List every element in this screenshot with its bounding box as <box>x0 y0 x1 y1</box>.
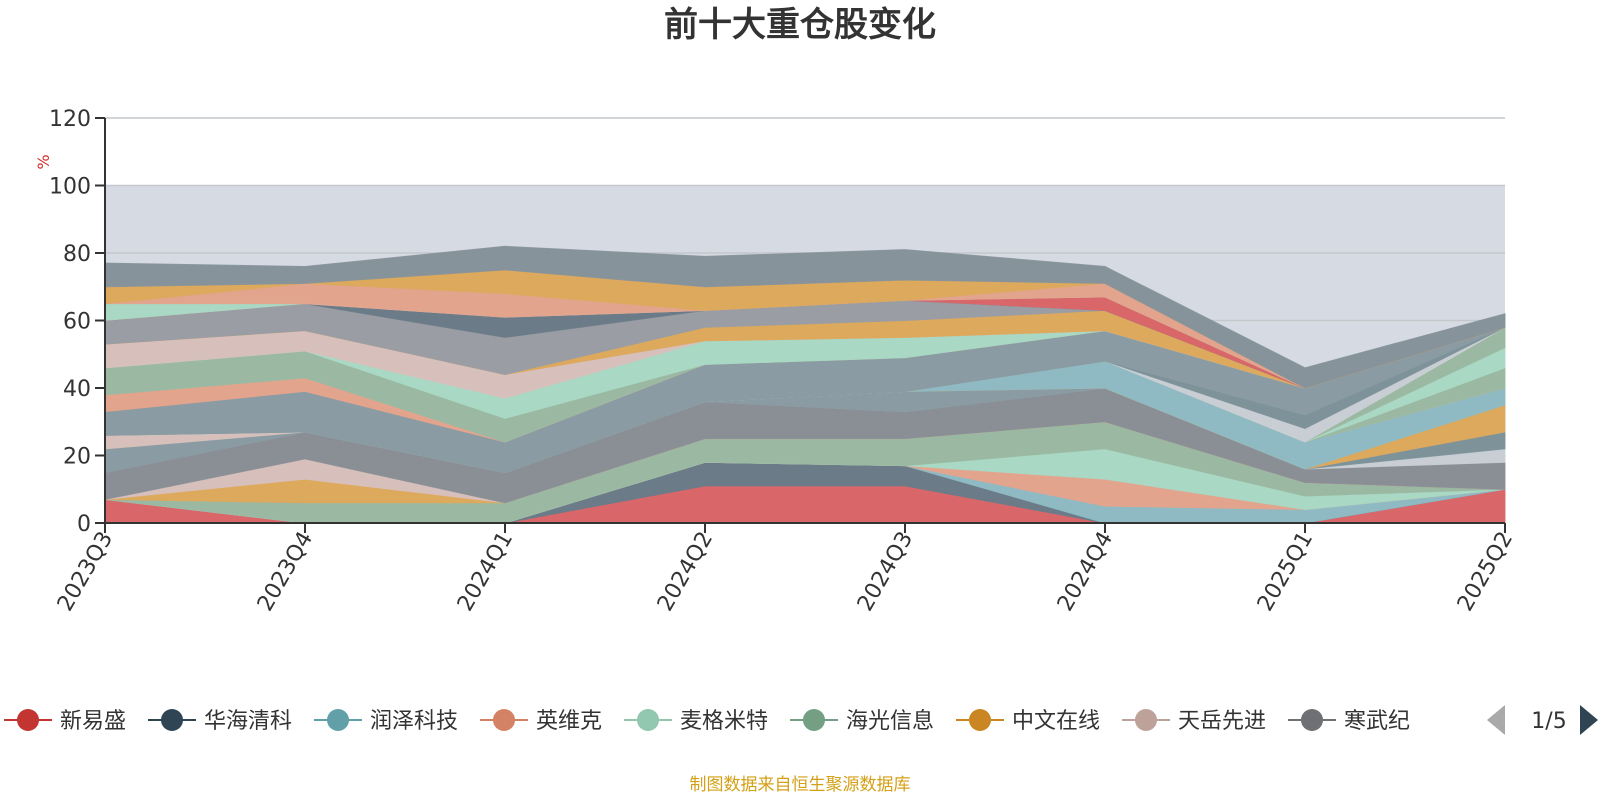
x-tick-label: 2024Q2 <box>653 528 718 616</box>
x-tick-label: 2024Q3 <box>853 528 918 616</box>
legend-label: 华海清科 <box>204 709 292 734</box>
y-tick-label: 40 <box>63 377 91 402</box>
y-tick-label: 120 <box>49 107 91 132</box>
legend-label: 麦格米特 <box>680 709 768 734</box>
area-series <box>104 245 1506 524</box>
legend-marker-icon <box>493 709 515 731</box>
legend-label: 海光信息 <box>846 709 934 734</box>
legend-marker-icon <box>17 709 39 731</box>
y-tick-label: 60 <box>63 310 91 335</box>
y-tick-label: 80 <box>63 242 91 267</box>
chart-title: 前十大重仓股变化 <box>664 5 936 45</box>
x-tick-label: 2023Q4 <box>253 528 318 616</box>
legend-marker-icon <box>803 709 825 731</box>
legend-label: 寒武纪 <box>1344 709 1410 734</box>
legend-label: 润泽科技 <box>370 709 458 734</box>
legend-item[interactable]: 海光信息 <box>790 709 934 734</box>
legend-item[interactable]: 寒武纪 <box>1288 709 1410 734</box>
x-tick-label: 2025Q1 <box>1253 528 1318 616</box>
area-series-33 <box>104 245 1506 389</box>
legend-marker-icon <box>1135 709 1157 731</box>
legend-item[interactable]: 中文在线 <box>956 709 1100 734</box>
x-tick-label: 2024Q1 <box>453 528 518 616</box>
legend-page-indicator: 1/5 <box>1531 709 1566 734</box>
y-axis-unit: % <box>34 154 53 169</box>
source-note: 制图数据来自恒生聚源数据库 <box>690 775 911 795</box>
y-tick-label: 100 <box>49 175 91 200</box>
legend-item[interactable]: 麦格米特 <box>624 709 768 734</box>
legend-label: 天岳先进 <box>1178 709 1266 734</box>
legend-item[interactable]: 华海清科 <box>148 709 292 734</box>
legend: 新易盛 华海清科 润泽科技 英维克 麦格米特 海光信息 中文在线 天岳先进 寒武纪 <box>4 709 1410 734</box>
legend-label: 英维克 <box>536 709 602 734</box>
legend-marker-icon <box>637 709 659 731</box>
legend-item[interactable]: 天岳先进 <box>1122 709 1266 734</box>
legend-item[interactable]: 润泽科技 <box>314 709 458 734</box>
legend-marker-icon <box>969 709 991 731</box>
x-tick-label: 2023Q3 <box>53 528 118 616</box>
x-tick-label: 2025Q2 <box>1453 528 1518 616</box>
y-tick-label: 20 <box>63 445 91 470</box>
x-tick-label: 2024Q4 <box>1053 528 1118 616</box>
legend-prev-icon[interactable] <box>1487 705 1505 735</box>
legend-label: 新易盛 <box>60 709 126 734</box>
legend-marker-icon <box>161 709 183 731</box>
legend-item[interactable]: 英维克 <box>480 709 602 734</box>
legend-pager: 1/5 <box>1487 705 1598 735</box>
legend-marker-icon <box>1301 709 1323 731</box>
y-tick-label: 0 <box>77 512 91 537</box>
legend-next-icon[interactable] <box>1580 705 1598 735</box>
legend-marker-icon <box>327 709 349 731</box>
legend-item[interactable]: 新易盛 <box>4 709 126 734</box>
legend-label: 中文在线 <box>1012 709 1100 734</box>
